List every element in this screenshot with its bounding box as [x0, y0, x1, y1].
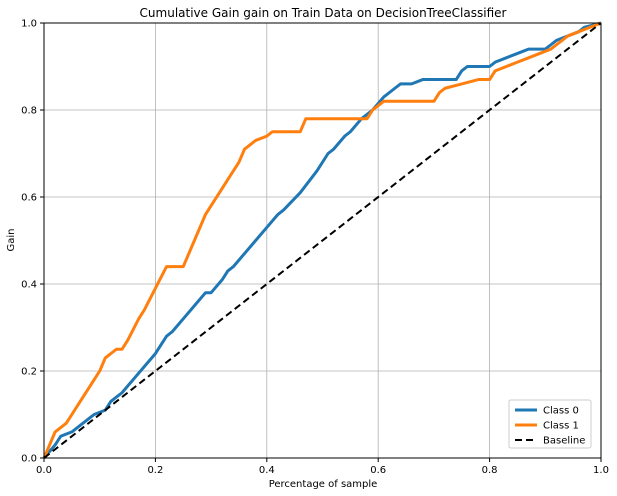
y-tick-label: 0.8 [21, 106, 37, 117]
y-tick-label: 0.6 [21, 193, 37, 204]
x-axis-label: Percentage of sample [269, 479, 378, 490]
plot-frame [43, 22, 602, 459]
legend-box [508, 399, 592, 449]
y-tick-label: 0.0 [21, 454, 37, 465]
x-tick-label: 0.2 [147, 465, 163, 476]
legend-label: Baseline [543, 436, 585, 447]
series-line-class-0 [42, 21, 602, 459]
y-tick-label: 1.0 [21, 19, 37, 30]
y-axis-label: Gain [6, 229, 17, 252]
chart-title: Cumulative Gain gain on Train Data on De… [140, 6, 507, 20]
x-tick-label: 0.6 [370, 465, 386, 476]
x-tick-label: 0.4 [259, 465, 275, 476]
series-line-baseline [43, 22, 602, 459]
axis-ticks: 0.0 0.2 0.4 0.6 0.8 1.0 0.0 0.2 0.4 0.6 0.8 1.0 [21, 19, 609, 477]
series-line-class-1 [42, 21, 602, 459]
legend: Class 0 Class 1 Baseline [508, 399, 592, 449]
x-tick-label: 0.8 [482, 465, 498, 476]
plot-area [42, 21, 602, 459]
y-tick-label: 0.4 [21, 280, 37, 291]
legend-label: Class 1 [543, 421, 579, 432]
y-tick-label: 0.2 [21, 367, 37, 378]
x-tick-label: 1.0 [593, 465, 609, 476]
legend-label: Class 0 [543, 406, 579, 417]
x-tick-label: 0.0 [36, 465, 52, 476]
